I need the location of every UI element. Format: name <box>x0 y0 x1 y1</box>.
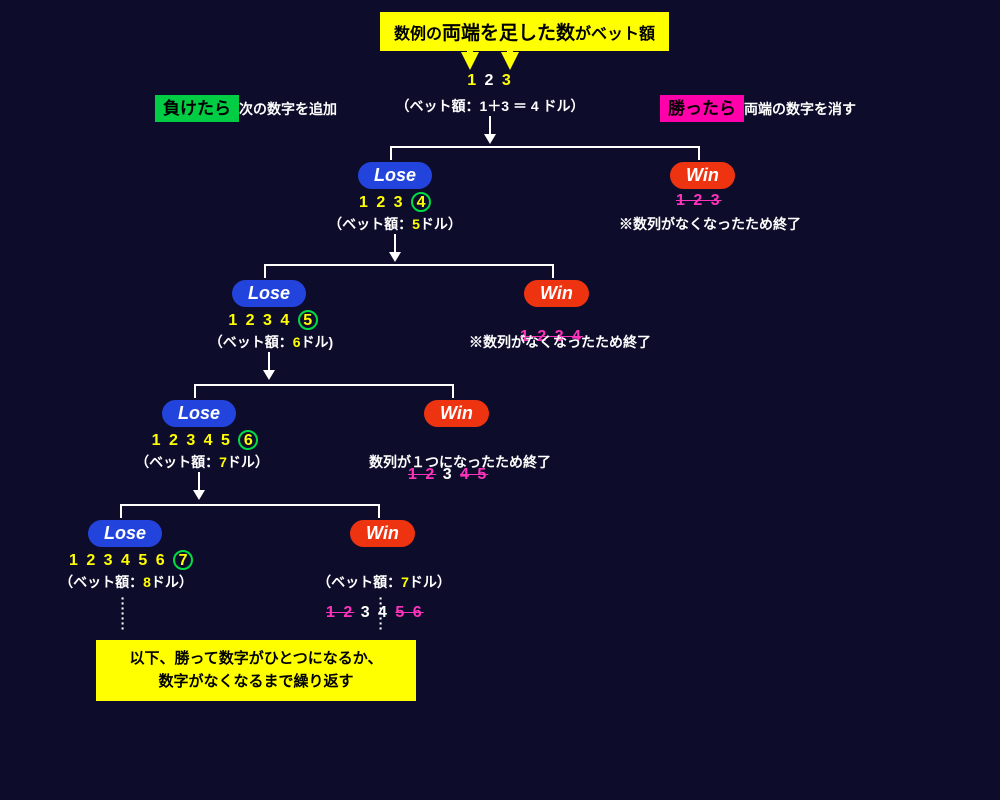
l3-lose-bet-hl: 7 <box>219 454 227 470</box>
dots-win: ······· <box>376 596 386 631</box>
top-banner: 数例の両端を足した数がベット額 <box>380 12 669 51</box>
banner-post: がベット額 <box>575 26 655 43</box>
bottom-line1: 以下、勝って数字がひとつになるか、 <box>130 650 383 667</box>
l4-win-struck-l: 1 2 <box>326 604 354 621</box>
banner-arrow-1 <box>461 52 479 70</box>
arrow-l3-l4 <box>193 490 205 500</box>
l1-lose-bet-hl: 5 <box>412 216 420 232</box>
line-h-l1 <box>390 146 700 148</box>
l1-lose-badge: Lose <box>358 162 432 189</box>
l4-win-bet-post: ドル） <box>409 574 451 590</box>
dots-lose: ······· <box>118 596 128 631</box>
l1-win-note: ※数列がなくなったため終了 <box>600 214 820 234</box>
line-v-root <box>489 116 491 136</box>
line-h-l2 <box>264 264 554 266</box>
line-h-l4 <box>120 504 380 506</box>
l4-lose-badge: Lose <box>88 520 162 547</box>
l4-win-badge: Win <box>350 520 415 547</box>
line-v-l1-lose <box>390 146 392 160</box>
arrow-l1-l2 <box>389 252 401 262</box>
l4-win-struck-r: 5 6 <box>395 604 423 621</box>
root-sequence: 1 2 3 <box>440 72 540 90</box>
l4-lose-seq: 1 2 3 4 5 6 7 <box>36 550 226 570</box>
lose-rule-bold: 負けたら <box>155 95 239 122</box>
l4-lose-seq-plain: 1 2 3 4 5 6 <box>69 552 173 569</box>
root-seq-left: 1 <box>467 72 478 89</box>
line-v-l3-l4 <box>198 472 200 492</box>
root-seq-right: 3 <box>502 72 513 89</box>
l1-win-badge: Win <box>670 162 735 189</box>
line-v-l3-win <box>452 384 454 398</box>
line-h-l3 <box>194 384 454 386</box>
win-rule: 勝ったら両端の数字を消す <box>660 94 856 119</box>
l4-win-seq: 1 2 3 4 5 6 <box>326 604 1000 622</box>
l4-lose-bet-post: ドル） <box>151 574 193 590</box>
lose-rule-after: 次の数字を追加 <box>239 101 337 117</box>
l4-win-bet-hl: 7 <box>401 574 409 590</box>
line-v-l2-lose <box>264 264 266 278</box>
l2-lose-bet-post: ドル) <box>301 334 334 350</box>
l1-win-seq: 1 2 3 <box>676 192 1000 210</box>
l3-lose-seq-added: 6 <box>238 430 258 450</box>
l4-win-bet: （ベット額：7ドル） <box>304 572 464 592</box>
line-v-l4-win <box>378 504 380 518</box>
line-v-l1-win <box>698 146 700 160</box>
l1-lose-seq-plain: 1 2 3 <box>359 194 411 211</box>
l2-lose-seq: 1 2 3 4 5 <box>198 310 348 330</box>
banner-arrow-stub-2 <box>507 42 513 52</box>
l1-lose-bet: （ベット額：5ドル） <box>320 214 470 234</box>
root-bet: （ベット額：1＋3 ＝ 4 ドル） <box>390 96 590 116</box>
line-v-l2-win <box>552 264 554 278</box>
l1-lose-seq: 1 2 3 4 <box>330 192 460 212</box>
l3-lose-bet-post: ドル） <box>227 454 269 470</box>
l2-lose-badge: Lose <box>232 280 306 307</box>
l2-lose-seq-plain: 1 2 3 4 <box>228 312 297 329</box>
l2-lose-seq-added: 5 <box>298 310 318 330</box>
l3-win-badge: Win <box>424 400 489 427</box>
l2-lose-bet-hl: 6 <box>293 334 301 350</box>
l4-win-bet-pre: （ベット額： <box>317 574 401 590</box>
arrow-l2-l3 <box>263 370 275 380</box>
line-v-l2-l3 <box>268 352 270 372</box>
l1-lose-bet-pre: （ベット額： <box>328 216 412 232</box>
banner-arrow-stub-1 <box>467 42 473 52</box>
banner-arrow-2 <box>501 52 519 70</box>
l1-lose-bet-post: ドル） <box>420 216 462 232</box>
l4-lose-bet: （ベット額：8ドル） <box>46 572 206 592</box>
l4-win-mid: 3 4 <box>354 604 395 621</box>
arrow-root <box>484 134 496 144</box>
banner-emph: 両端を足した数 <box>442 23 575 44</box>
l3-lose-bet-pre: （ベット額： <box>135 454 219 470</box>
l2-win-note: ※数列がなくなったため終了 <box>450 332 670 352</box>
line-v-l1-l2 <box>394 234 396 254</box>
l4-lose-bet-pre: （ベット額： <box>59 574 143 590</box>
l3-lose-seq: 1 2 3 4 5 6 <box>120 430 290 450</box>
lose-rule: 負けたら次の数字を追加 <box>155 94 337 119</box>
l1-win-struck: 1 2 3 <box>676 192 722 209</box>
l3-lose-bet: （ベット額：7ドル） <box>122 452 282 472</box>
root-seq-mid: 2 <box>478 72 502 89</box>
win-rule-bold: 勝ったら <box>660 95 744 122</box>
l4-lose-bet-hl: 8 <box>143 574 151 590</box>
bottom-line2: 数字がなくなるまで繰り返す <box>158 673 353 690</box>
bottom-banner: 以下、勝って数字がひとつになるか、 数字がなくなるまで繰り返す <box>96 640 416 701</box>
line-v-l4-lose <box>120 504 122 518</box>
l3-lose-badge: Lose <box>162 400 236 427</box>
line-v-l3-lose <box>194 384 196 398</box>
banner-pre: 数例の <box>394 26 442 43</box>
l3-win-note: 数列が１つになったため終了 <box>350 452 570 472</box>
l2-lose-bet: （ベット額：6ドル) <box>196 332 346 352</box>
l2-win-badge: Win <box>524 280 589 307</box>
l3-lose-seq-plain: 1 2 3 4 5 <box>152 432 239 449</box>
l1-lose-seq-added: 4 <box>411 192 431 212</box>
l4-lose-seq-added: 7 <box>173 550 193 570</box>
l2-lose-bet-pre: （ベット額： <box>209 334 293 350</box>
win-rule-after: 両端の数字を消す <box>744 101 856 117</box>
